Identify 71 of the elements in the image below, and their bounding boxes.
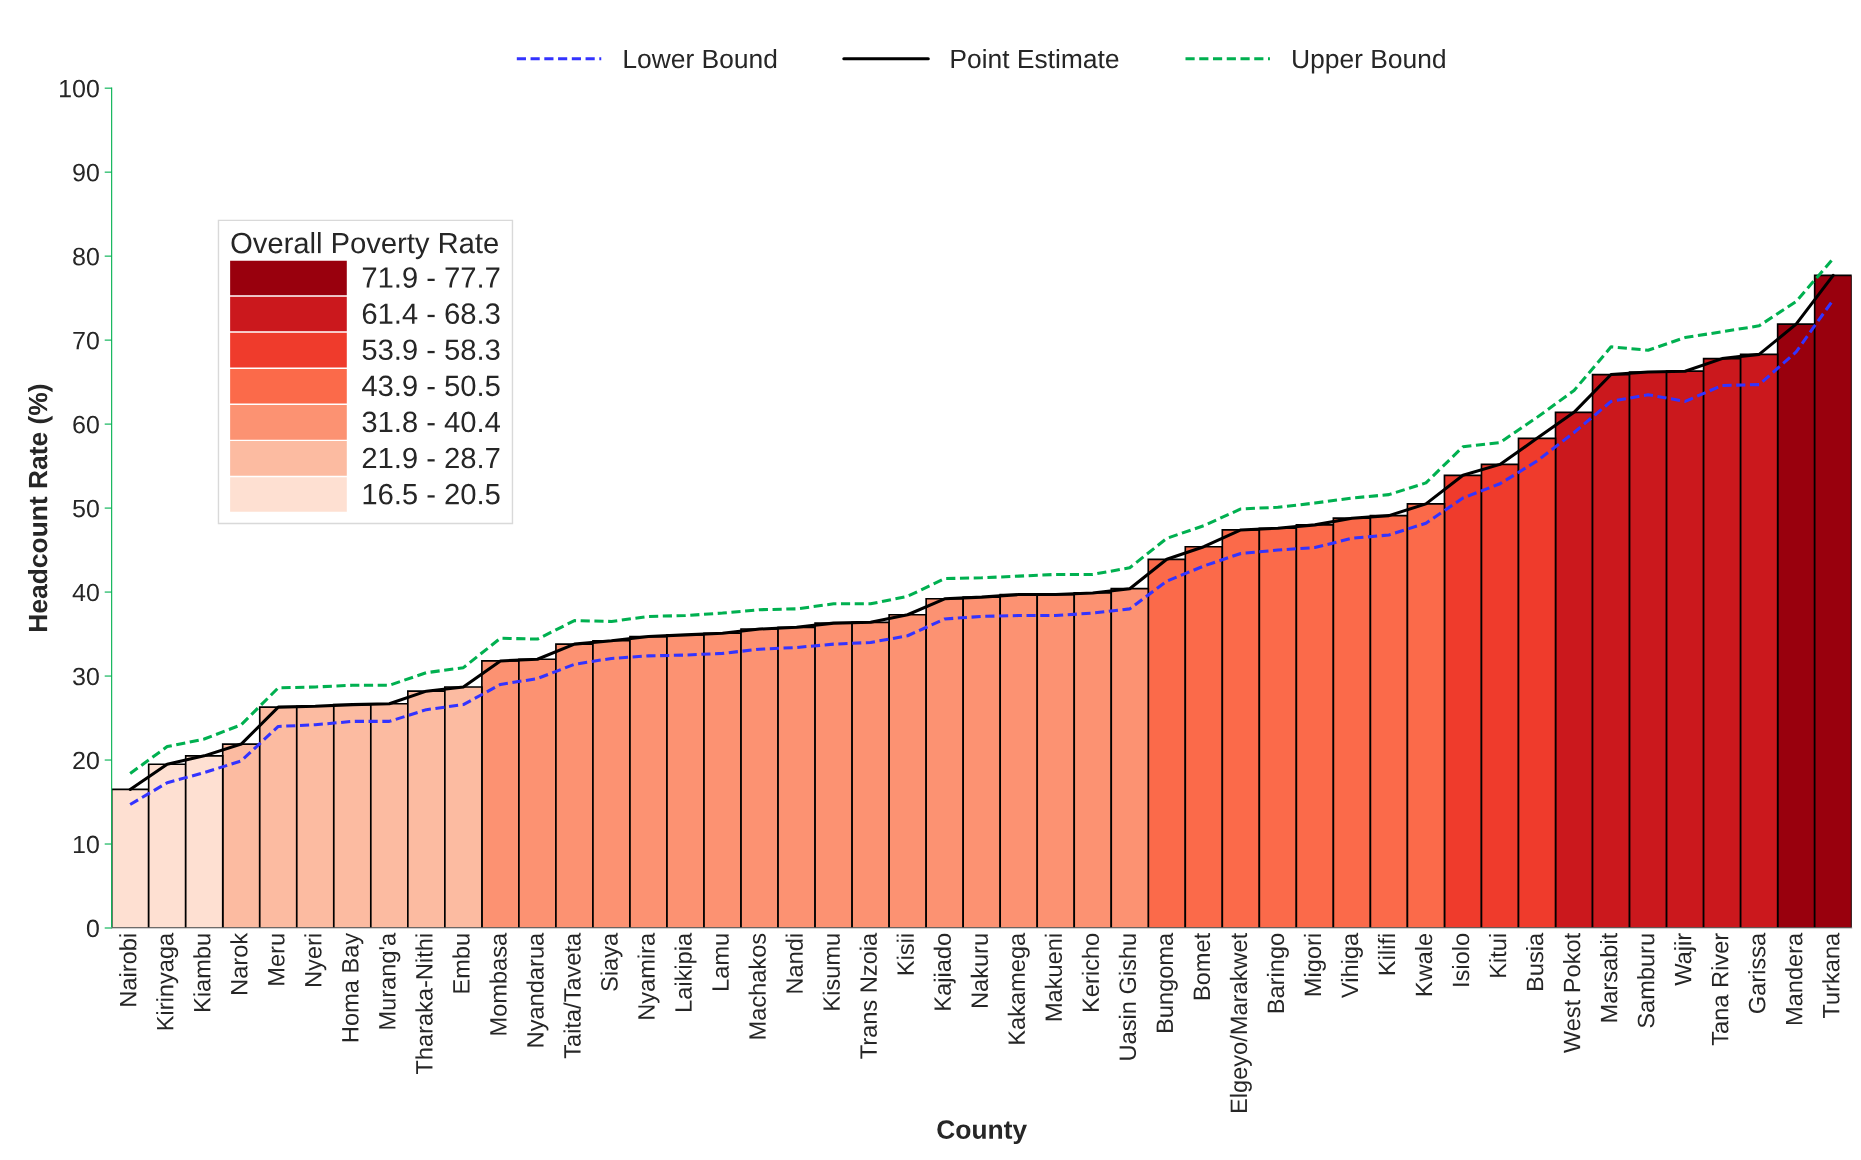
x-tick-label: Bungoma bbox=[1156, 932, 1178, 1032]
legend-label: 16.5 - 20.5 bbox=[363, 483, 500, 505]
x-tick-label: Kericho bbox=[1081, 933, 1100, 1011]
y-tick-label: 40 bbox=[72, 583, 99, 602]
x-tick-label: Isiolo bbox=[1451, 933, 1470, 986]
x-tick-label: Narok bbox=[230, 932, 248, 994]
x-tick-label: Kwale bbox=[1414, 933, 1433, 996]
x-tick-label: Mandera bbox=[1785, 932, 1803, 1025]
x-tick-label: Taita/Taveta bbox=[563, 932, 581, 1059]
x-tick-label: Kajiado bbox=[933, 933, 956, 1010]
x-tick-label: Laikipia bbox=[674, 932, 697, 1011]
y-tick-label: 100 bbox=[60, 79, 99, 98]
x-tick-label: Mombasa bbox=[489, 932, 507, 1035]
x-tick-label: Tana River bbox=[1711, 933, 1729, 1046]
legend-label: Lower Bound bbox=[624, 48, 777, 69]
x-tick-label: Vihiga bbox=[1340, 932, 1363, 998]
x-tick-label: Nyamira bbox=[637, 932, 660, 1019]
y-tick-label: 20 bbox=[73, 751, 99, 770]
x-tick-label: Lamu bbox=[712, 934, 729, 990]
x-tick-label: Nyeri bbox=[304, 934, 327, 987]
x-tick-label: Garissa bbox=[1748, 932, 1766, 1014]
x-tick-label: Kisumu bbox=[822, 934, 840, 1010]
y-tick-label: 80 bbox=[73, 247, 99, 266]
y-tick-label: 50 bbox=[73, 499, 99, 518]
x-tick-label: Trans Nzoia bbox=[859, 932, 877, 1059]
legend-label: Point Estimate bbox=[951, 48, 1119, 69]
x-tick-label: Bomet bbox=[1193, 933, 1211, 1000]
x-tick-label: Kitui bbox=[1488, 934, 1507, 977]
y-tick-label: 90 bbox=[73, 163, 99, 182]
x-tick-label: Kiambu bbox=[193, 934, 211, 1011]
y-tick-label: 60 bbox=[73, 415, 99, 434]
y-axis-title: Headcount Rate (%) bbox=[27, 384, 53, 631]
legend-title: Overall Poverty Rate bbox=[231, 231, 498, 260]
x-tick-label: Nakuru bbox=[970, 934, 989, 1008]
x-tick-label: Embu bbox=[452, 934, 470, 993]
x-tick-label: Nyandarua bbox=[526, 932, 549, 1047]
x-tick-label: Elgeyo/Marakwet bbox=[1229, 933, 1252, 1113]
x-tick-label: Marsabit bbox=[1600, 933, 1618, 1022]
x-tick-label: Migori bbox=[1303, 934, 1326, 996]
x-tick-label: Kilifi bbox=[1377, 934, 1396, 975]
x-axis-title: County bbox=[937, 1120, 1027, 1145]
legend-label: 43.9 - 50.5 bbox=[362, 375, 500, 397]
x-tick-label: Tharaka-Nithi bbox=[415, 934, 433, 1075]
legend-label: 31.8 - 40.4 bbox=[362, 411, 500, 433]
y-tick-label: 0 bbox=[86, 919, 99, 938]
legend-label: Upper Bound bbox=[1293, 48, 1445, 74]
x-tick-label: Nairobi bbox=[119, 934, 137, 1006]
x-tick-label: Kirinyaga bbox=[156, 932, 179, 1030]
x-tick-label: Meru bbox=[268, 934, 285, 985]
x-tick-label: Samburu bbox=[1637, 934, 1655, 1028]
x-tick-label: Murang'a bbox=[379, 932, 401, 1029]
x-tick-label: Busia bbox=[1526, 932, 1544, 990]
x-tick-label: Kakamega bbox=[1007, 932, 1030, 1044]
x-tick-label: Machakos bbox=[748, 933, 766, 1039]
x-tick-label: Kisii bbox=[896, 934, 914, 975]
legend-label: 61.4 - 68.3 bbox=[362, 303, 500, 324]
x-tick-label: Nandi bbox=[785, 934, 803, 993]
x-tick-label: Homa Bay bbox=[342, 932, 364, 1042]
x-tick-label: Siaya bbox=[600, 932, 623, 991]
x-tick-label: Wajir bbox=[1674, 933, 1697, 986]
x-tick-label: West Pokot bbox=[1563, 933, 1581, 1054]
y-tick-label: 70 bbox=[73, 331, 99, 350]
x-tick-label: Uasin Gishu bbox=[1118, 934, 1137, 1060]
legend-label: 53.9 - 58.3 bbox=[362, 339, 500, 361]
x-tick-label: Baringo bbox=[1266, 933, 1289, 1013]
y-tick-label: 30 bbox=[73, 667, 99, 686]
legend-label: 21.9 - 28.7 bbox=[362, 447, 500, 469]
x-tick-label: Turkana bbox=[1822, 932, 1840, 1019]
x-tick-label: Makueni bbox=[1044, 934, 1063, 1021]
legend-label: 71.9 - 77.7 bbox=[362, 267, 500, 288]
y-tick-label: 10 bbox=[73, 835, 99, 854]
